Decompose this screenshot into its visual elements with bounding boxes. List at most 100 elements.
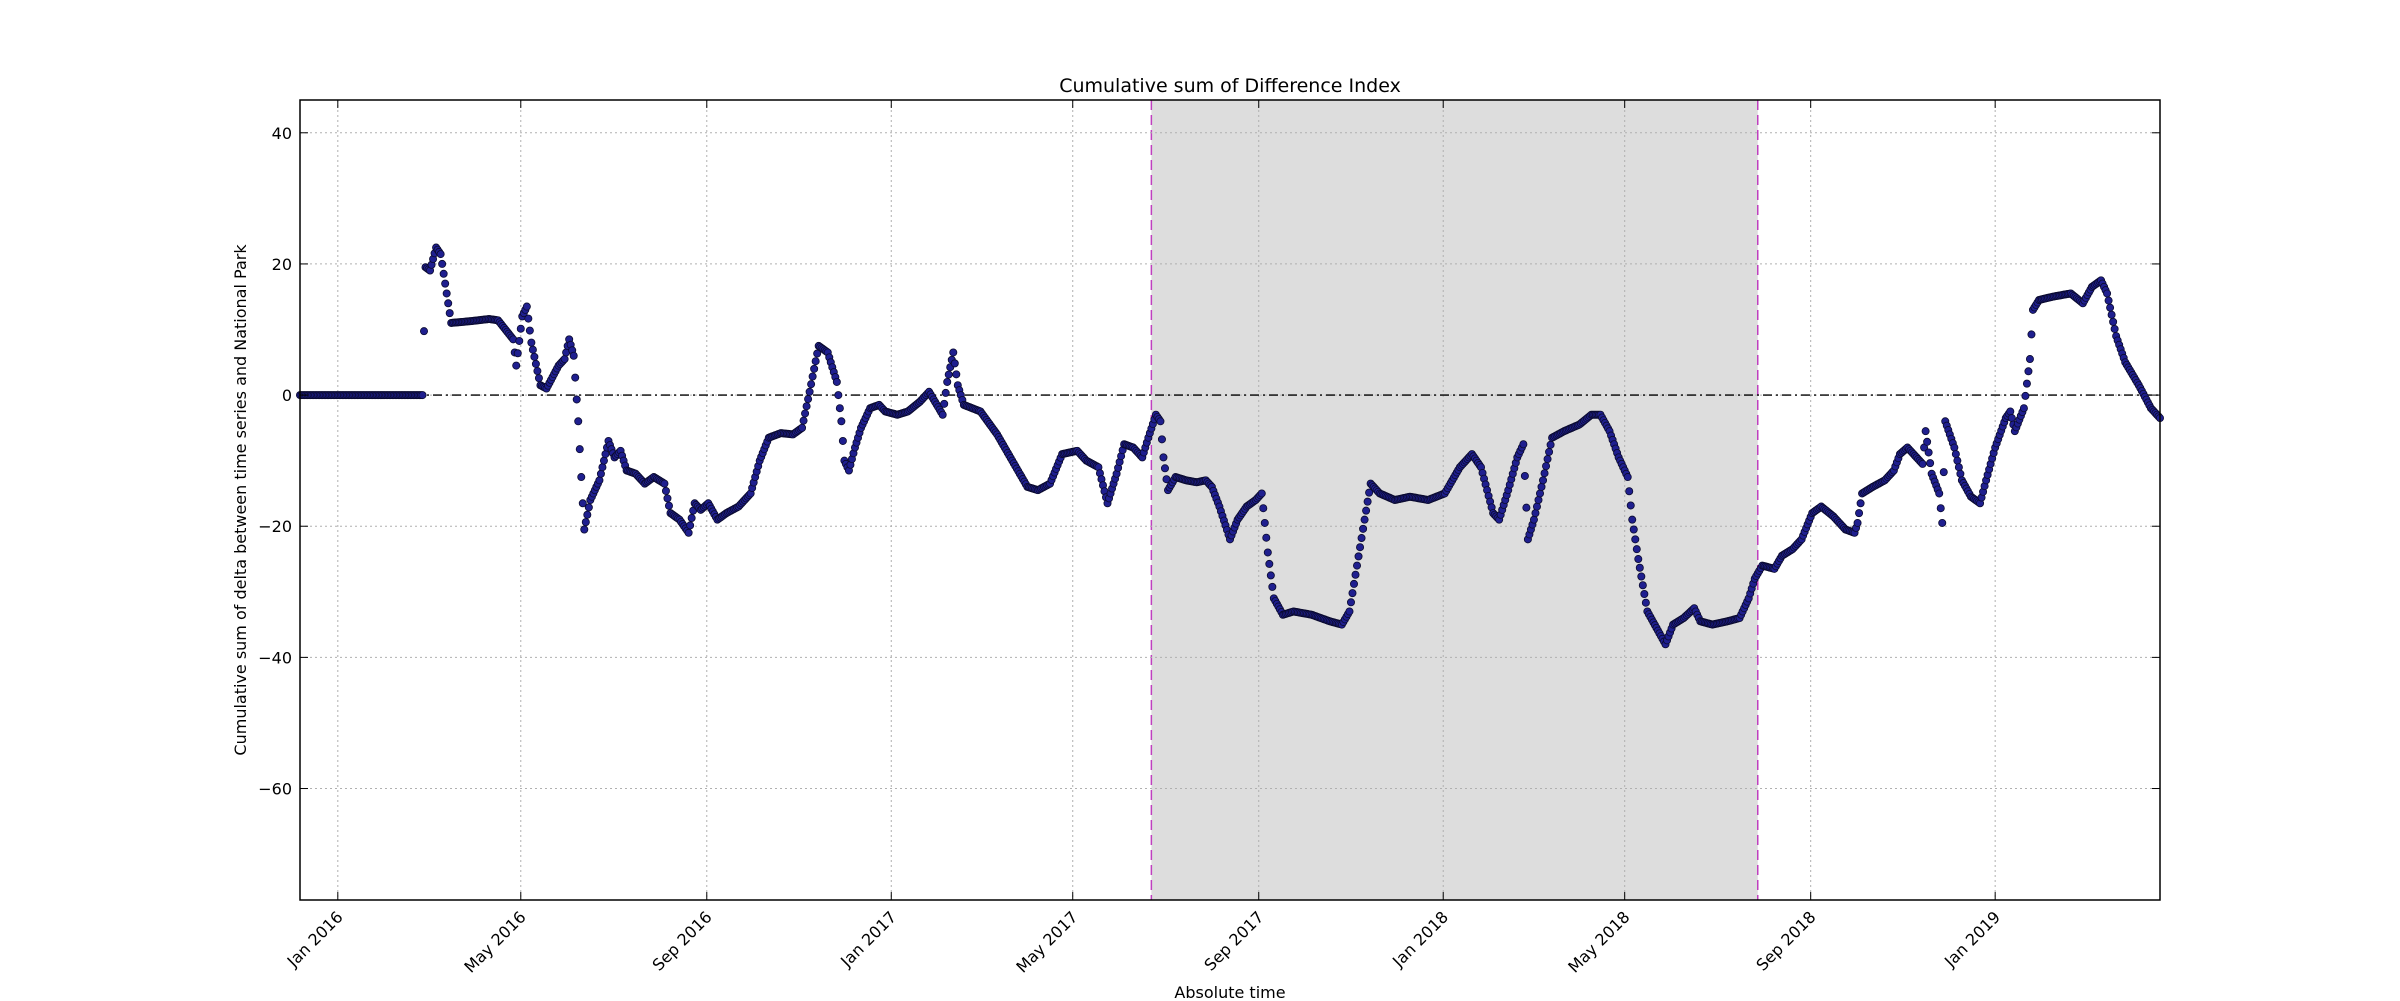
data-point xyxy=(687,514,696,523)
data-point xyxy=(944,370,953,379)
data-point xyxy=(1360,515,1369,524)
data-point xyxy=(1532,502,1541,511)
data-point xyxy=(599,456,608,465)
data-point xyxy=(560,355,569,364)
data-point xyxy=(1635,563,1644,572)
data-point xyxy=(802,402,811,411)
data-point xyxy=(799,416,808,425)
data-point xyxy=(1348,589,1357,598)
data-point xyxy=(938,410,947,419)
data-point xyxy=(598,463,607,472)
data-point xyxy=(512,361,521,370)
x-tick-label: Sep 2018 xyxy=(1752,907,1819,974)
data-point xyxy=(436,250,445,259)
data-point xyxy=(601,450,610,459)
data-point xyxy=(813,349,822,358)
data-point xyxy=(1353,561,1362,570)
x-tick-label: May 2018 xyxy=(1564,907,1633,976)
data-point xyxy=(1924,448,1933,457)
data-point xyxy=(801,409,810,418)
data-point xyxy=(1936,504,1945,513)
data-point xyxy=(1354,552,1363,561)
data-point xyxy=(1923,437,1932,446)
data-point xyxy=(2109,317,2118,326)
data-point xyxy=(950,359,959,368)
data-point xyxy=(835,404,844,413)
data-point xyxy=(1265,559,1274,568)
data-point xyxy=(1350,579,1359,588)
data-point xyxy=(1953,456,1962,465)
data-point xyxy=(664,501,673,510)
data-point xyxy=(1519,440,1528,449)
data-point xyxy=(534,374,543,383)
data-point xyxy=(1357,534,1366,543)
data-point xyxy=(1257,489,1266,498)
data-point xyxy=(2103,289,2112,298)
data-point xyxy=(1260,518,1269,527)
data-point xyxy=(522,302,531,311)
data-point xyxy=(811,357,820,366)
data-point xyxy=(943,377,952,386)
data-point xyxy=(1638,581,1647,590)
data-point xyxy=(574,417,583,426)
data-point xyxy=(2019,404,2028,413)
data-point xyxy=(2107,310,2116,319)
data-point xyxy=(533,367,542,376)
data-point xyxy=(1531,509,1540,518)
x-tick-label: Jan 2017 xyxy=(836,907,900,971)
data-point xyxy=(1951,450,1960,459)
data-point xyxy=(2104,296,2113,305)
x-tick-label: Sep 2016 xyxy=(648,907,715,974)
data-point xyxy=(516,324,525,333)
data-point xyxy=(1546,440,1555,449)
data-point xyxy=(1268,582,1277,591)
data-point xyxy=(1363,497,1372,506)
data-point xyxy=(1855,509,1864,518)
data-point xyxy=(1954,463,1963,472)
data-point xyxy=(572,395,581,404)
data-point xyxy=(1345,607,1354,616)
data-point xyxy=(1346,598,1355,607)
data-point xyxy=(805,387,814,396)
data-point xyxy=(1266,571,1275,580)
data-point xyxy=(1625,487,1634,496)
data-point xyxy=(2025,355,2034,364)
data-point xyxy=(1159,453,1168,462)
grid-layer xyxy=(300,100,2160,900)
data-point xyxy=(2021,391,2030,400)
data-point xyxy=(445,309,454,318)
y-tick-label: −60 xyxy=(258,780,292,799)
x-tick-label: May 2016 xyxy=(460,907,529,976)
data-point xyxy=(798,423,807,432)
data-point xyxy=(527,338,536,347)
data-point xyxy=(1640,589,1649,598)
data-point xyxy=(686,521,695,530)
data-point xyxy=(528,345,537,354)
data-point xyxy=(832,377,841,386)
data-point xyxy=(1520,471,1529,480)
shaded-region-layer xyxy=(1150,100,1759,900)
data-point xyxy=(1263,548,1272,557)
data-point xyxy=(1623,473,1632,482)
data-point xyxy=(1545,447,1554,456)
data-point xyxy=(663,494,672,503)
data-point xyxy=(834,391,843,400)
data-point xyxy=(1939,468,1948,477)
data-point xyxy=(941,388,950,397)
data-point xyxy=(575,445,584,454)
data-point xyxy=(1626,501,1635,510)
data-point xyxy=(1157,435,1166,444)
data-point xyxy=(1537,482,1546,491)
y-tick-label: 0 xyxy=(282,386,292,405)
data-point xyxy=(1262,533,1271,542)
data-point xyxy=(525,326,534,335)
data-point xyxy=(1529,515,1538,524)
data-point xyxy=(1540,469,1549,478)
data-point xyxy=(1539,476,1548,485)
data-point xyxy=(596,469,605,478)
data-point xyxy=(2022,379,2031,388)
data-point xyxy=(2027,330,2036,339)
data-point xyxy=(684,528,693,537)
data-point xyxy=(1351,570,1360,579)
